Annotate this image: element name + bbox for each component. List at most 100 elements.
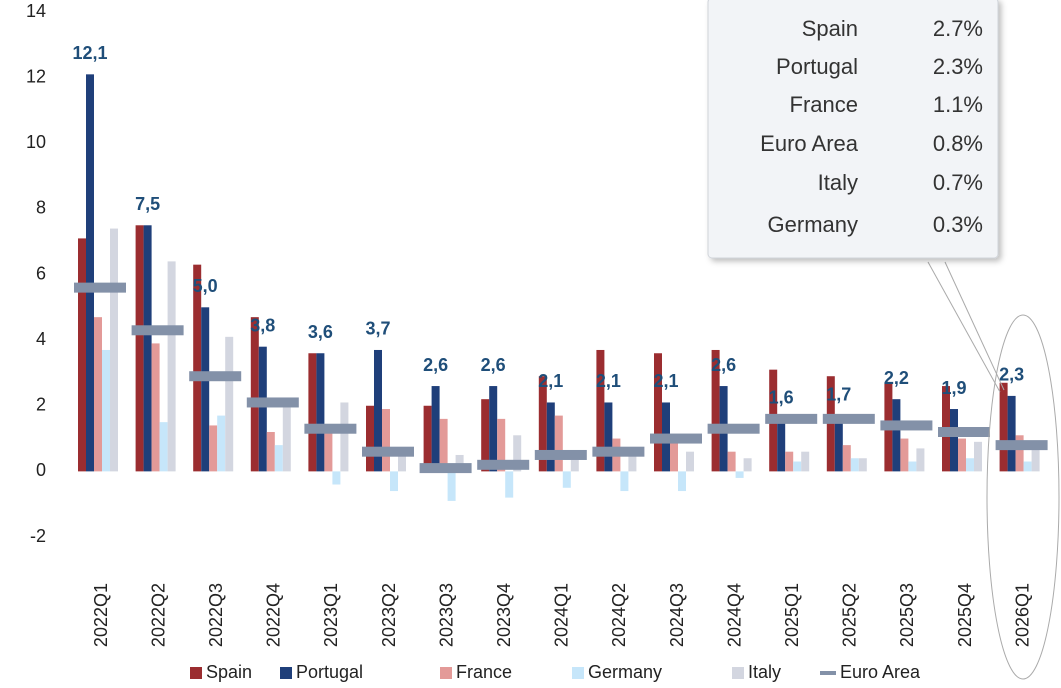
bar <box>282 405 291 472</box>
x-tick-label: 2023Q3 <box>436 583 456 647</box>
bar <box>258 346 267 472</box>
bar <box>711 349 720 472</box>
data-label: 2,6 <box>423 355 448 375</box>
bar <box>193 264 202 472</box>
callout-line <box>944 261 1005 391</box>
x-tick-label: 2023Q2 <box>379 583 399 647</box>
bar <box>801 451 810 472</box>
bar <box>727 451 736 472</box>
bar <box>217 415 226 472</box>
bar <box>777 418 786 472</box>
bar <box>489 386 498 472</box>
bar <box>431 386 440 472</box>
bar <box>366 405 374 472</box>
x-tick-label: 2023Q1 <box>321 583 341 647</box>
bar <box>546 402 555 472</box>
x-tick-label: 2025Q2 <box>840 583 860 647</box>
bar <box>596 349 605 472</box>
bar <box>686 451 694 472</box>
data-label: 2,1 <box>538 371 563 391</box>
euro-area-marker <box>938 427 990 437</box>
bar <box>398 454 406 472</box>
bar <box>513 435 522 472</box>
data-label: 2,1 <box>596 371 621 391</box>
bar <box>374 349 382 472</box>
highlight-ellipse <box>986 314 1060 680</box>
data-label: 2,6 <box>481 355 506 375</box>
data-label: 1,7 <box>826 384 851 404</box>
bar <box>102 349 110 472</box>
bar <box>390 471 398 492</box>
table-value: 2.7% <box>933 16 983 41</box>
table-value: 0.8% <box>933 131 983 156</box>
bar <box>570 458 579 472</box>
legend-label: Portugal <box>296 662 363 682</box>
y-tick-label: 0 <box>36 460 46 480</box>
x-tick-label: 2025Q4 <box>955 583 975 647</box>
bar <box>266 432 275 472</box>
callout-table: Spain 2.7% Portugal 2.3% France 1.1% Euro Area… <box>760 16 983 237</box>
legend-swatch <box>440 667 452 679</box>
bar <box>628 454 637 472</box>
bar <box>538 376 547 472</box>
euro-area-marker <box>995 440 1048 451</box>
data-label: 3,6 <box>308 322 333 342</box>
data-label: 7,5 <box>135 194 160 214</box>
bar <box>143 225 152 472</box>
bar <box>439 418 448 472</box>
euro-area-marker <box>592 446 645 457</box>
table-value: 2.3% <box>933 54 983 79</box>
euro-area-marker <box>74 282 126 293</box>
euro-area-marker <box>880 420 933 431</box>
table-country: Spain <box>802 16 858 41</box>
bar <box>834 415 843 472</box>
bar <box>308 353 317 472</box>
x-tick-label: 2022Q4 <box>264 583 284 647</box>
euro-area-marker <box>534 449 587 460</box>
y-tick-label: 8 <box>36 198 46 218</box>
plot: -2 0 2 4 6 8 10 12 14 2022Q1 12,1 2022Q2 7,5 2022Q3 5,… <box>26 1 1048 682</box>
data-label: 5,0 <box>193 276 218 296</box>
data-label: 2,2 <box>884 368 909 388</box>
x-tick-label: 2024Q2 <box>609 583 629 647</box>
table-country: Germany <box>768 212 858 237</box>
euro-area-marker <box>707 423 760 434</box>
bar <box>678 471 686 492</box>
bar <box>1023 461 1032 472</box>
legend-label: Spain <box>206 662 252 682</box>
bar <box>447 471 456 501</box>
y-tick-label: 14 <box>26 1 46 21</box>
bar <box>274 445 283 472</box>
data-label: 2,6 <box>711 355 736 375</box>
euro-area-marker <box>650 433 702 444</box>
bar <box>892 399 901 472</box>
legend-swatch <box>280 667 292 679</box>
legend-label: France <box>456 662 512 682</box>
legend-swatch <box>572 667 584 679</box>
bar <box>950 409 958 472</box>
euro-area-marker <box>419 463 472 474</box>
bar <box>604 402 613 472</box>
data-label: 3,7 <box>365 319 390 339</box>
table-country: France <box>790 92 858 117</box>
euro-area-marker <box>131 325 184 336</box>
callout-box <box>707 0 999 259</box>
bar <box>497 418 506 472</box>
y-tick-label: 12 <box>26 66 46 86</box>
data-label: 3,8 <box>250 315 275 335</box>
y-tick-label: 4 <box>36 329 46 349</box>
x-tick-label: 2024Q4 <box>724 583 744 647</box>
bar <box>908 461 917 472</box>
table-country: Euro Area <box>760 131 859 156</box>
euro-area-marker <box>477 459 530 470</box>
bar <box>505 471 514 498</box>
bar <box>423 405 432 472</box>
table-value: 0.3% <box>933 212 983 237</box>
bar <box>382 409 390 472</box>
bar <box>974 441 982 472</box>
bar <box>743 458 752 472</box>
legend-label: Euro Area <box>840 662 921 682</box>
bar <box>654 353 662 472</box>
bar <box>793 461 802 472</box>
